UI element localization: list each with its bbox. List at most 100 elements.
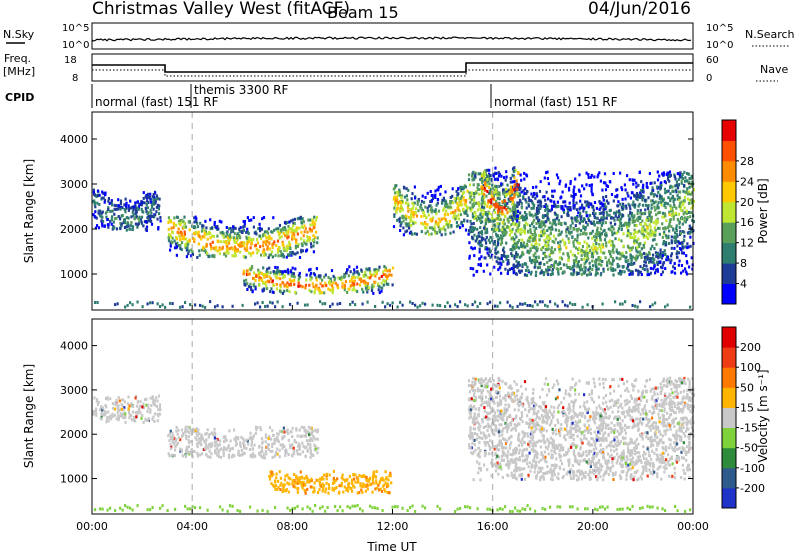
power-cell xyxy=(563,200,566,204)
power-cell xyxy=(343,288,346,292)
power-cell xyxy=(480,185,483,189)
power-cell xyxy=(692,188,696,192)
power-cell xyxy=(622,265,625,269)
velocity-cell xyxy=(100,414,103,418)
power-cell xyxy=(331,291,334,295)
velocity-cell xyxy=(149,410,152,414)
power-cell xyxy=(649,259,652,263)
power-cell xyxy=(343,273,346,276)
power-cell xyxy=(478,192,481,196)
power-cell xyxy=(489,205,492,209)
power-cell xyxy=(583,240,586,244)
power-cell xyxy=(650,257,653,261)
power-cell xyxy=(550,199,553,203)
power-cell xyxy=(428,204,431,208)
power-cell xyxy=(154,198,157,201)
power-cell xyxy=(534,235,537,239)
power-cell xyxy=(337,276,340,280)
power-cell xyxy=(285,229,288,233)
velocity-cell xyxy=(171,438,174,442)
power-cell xyxy=(146,206,149,210)
power-cell xyxy=(486,177,489,181)
power-cell xyxy=(658,253,661,257)
power-cell xyxy=(655,206,659,210)
power-cell xyxy=(415,207,418,211)
power-cell xyxy=(233,245,236,249)
power-cell xyxy=(420,230,423,234)
power-cell xyxy=(525,213,528,217)
power-cell xyxy=(104,211,108,215)
power-cell xyxy=(536,212,539,215)
power-cell xyxy=(103,200,106,204)
power-cell xyxy=(426,206,429,210)
power-cell xyxy=(398,190,402,194)
ground-scatter-cell xyxy=(141,305,144,309)
power-cell xyxy=(147,195,150,199)
power-cell xyxy=(283,226,286,229)
power-cell xyxy=(449,231,452,235)
power-cell xyxy=(599,206,602,210)
power-cell xyxy=(480,187,484,191)
power-cell xyxy=(560,195,563,199)
power-cell xyxy=(95,195,98,198)
power-cell xyxy=(275,227,278,231)
power-cell xyxy=(520,190,523,194)
power-cell xyxy=(245,230,248,234)
velocity-cell xyxy=(316,437,319,441)
power-cell xyxy=(144,227,147,231)
velocity-cell xyxy=(210,445,213,449)
power-cell xyxy=(621,197,624,201)
power-cell xyxy=(512,213,516,217)
power-cell xyxy=(584,266,587,270)
power-cell xyxy=(673,197,676,201)
power-cell xyxy=(539,221,543,225)
power-cell xyxy=(572,188,575,192)
power-cell xyxy=(574,238,577,242)
power-cell xyxy=(481,172,484,176)
power-cell xyxy=(665,243,668,247)
power-cell xyxy=(474,239,477,243)
velocity-cell xyxy=(104,410,107,414)
power-cell xyxy=(515,235,518,239)
velocity-cell xyxy=(217,450,220,453)
velocity-cell xyxy=(245,446,248,450)
power-cell xyxy=(623,222,627,226)
ground-scatter-cell xyxy=(149,301,152,305)
power-cell xyxy=(546,216,549,220)
power-cell xyxy=(553,240,556,244)
power-cell xyxy=(547,243,550,247)
power-cell xyxy=(575,216,578,219)
power-cell xyxy=(491,227,494,231)
power-cell xyxy=(152,193,155,196)
velocity-cell xyxy=(249,431,252,435)
power-cell xyxy=(334,276,337,280)
power-cell xyxy=(686,197,690,201)
power-cell xyxy=(570,267,573,271)
power-cell xyxy=(430,206,433,210)
velocity-cell xyxy=(269,470,272,474)
power-cell xyxy=(364,280,367,284)
power-cell xyxy=(370,274,373,278)
power-cell xyxy=(610,268,613,272)
power-cell xyxy=(667,189,670,193)
power-cell xyxy=(511,245,514,249)
power-cell xyxy=(654,200,657,204)
power-cell xyxy=(598,200,601,203)
power-cell xyxy=(531,233,534,236)
velocity-cell xyxy=(117,417,120,420)
power-cell xyxy=(662,242,665,246)
power-cell xyxy=(645,185,648,189)
power-cell xyxy=(212,246,215,250)
power-cell xyxy=(466,206,469,210)
power-cell xyxy=(177,227,180,231)
power-cell xyxy=(549,232,552,236)
velocity-cell xyxy=(180,428,184,432)
power-cell xyxy=(157,226,160,229)
power-cell xyxy=(205,232,208,236)
power-cell xyxy=(127,216,130,220)
power-cell xyxy=(655,219,659,223)
power-cell xyxy=(216,234,219,238)
power-cell xyxy=(262,273,265,276)
power-cell xyxy=(536,200,539,204)
power-cell xyxy=(404,217,407,221)
